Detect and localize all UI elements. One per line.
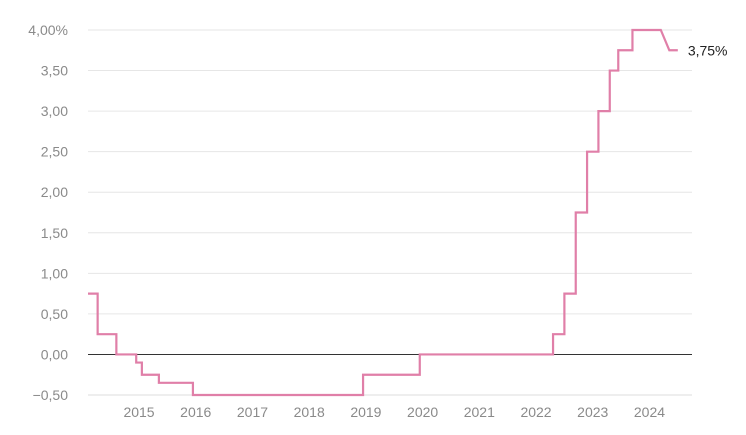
x-axis-tick-labels: 2015 2016 2017 2018 2019 2020 2021 2022 2023 2024 xyxy=(123,404,665,420)
x-tick-label: 2020 xyxy=(407,404,438,420)
y-tick-label: −0,50 xyxy=(33,387,69,403)
y-tick-label: 1,00 xyxy=(41,265,68,281)
gridlines xyxy=(88,29,692,396)
x-tick-label: 2015 xyxy=(123,404,154,420)
x-tick-label: 2019 xyxy=(350,404,381,420)
y-tick-label: 2,50 xyxy=(41,144,68,160)
x-tick-label: 2018 xyxy=(294,404,325,420)
y-tick-label: 3,00 xyxy=(41,103,68,119)
x-tick-label: 2022 xyxy=(520,404,551,420)
y-tick-label: 2,00 xyxy=(41,184,68,200)
y-tick-label: 4,00% xyxy=(28,22,68,38)
y-tick-label: 1,50 xyxy=(41,225,68,241)
y-tick-label: 3,50 xyxy=(41,63,68,79)
y-axis-tick-labels: −0,50 0,00 0,50 1,00 1,50 2,00 2,50 3,00 3,50 4,0… xyxy=(28,22,68,403)
y-tick-label: 0,00 xyxy=(41,346,68,362)
x-tick-label: 2023 xyxy=(577,404,608,420)
y-tick-label: 0,50 xyxy=(41,306,68,322)
x-tick-label: 2024 xyxy=(634,404,665,420)
series-line xyxy=(88,28,678,397)
x-tick-label: 2016 xyxy=(180,404,211,420)
x-tick-label: 2017 xyxy=(237,404,268,420)
x-tick-label: 2021 xyxy=(464,404,495,420)
end-value-label: 3,75% xyxy=(688,42,728,58)
